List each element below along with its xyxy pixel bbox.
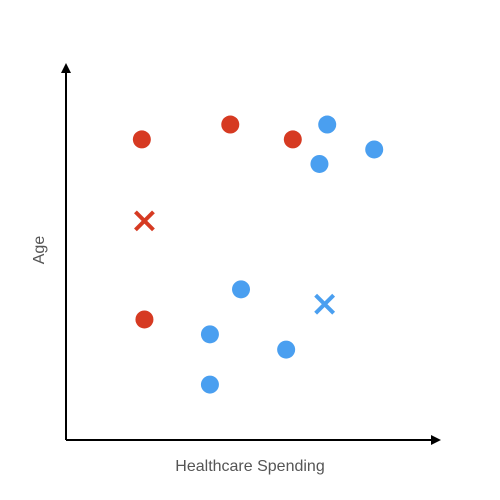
red-point-0: [133, 130, 151, 148]
red-x-marker-0: [135, 212, 153, 230]
y-axis-label: Age: [31, 236, 48, 265]
red-point-3: [135, 310, 153, 328]
blue-point-3: [232, 280, 250, 298]
red-point-1: [221, 116, 239, 134]
blue-point-4: [201, 325, 219, 343]
blue-point-1: [365, 140, 383, 158]
blue-point-5: [277, 341, 295, 359]
x-axis-label: Healthcare Spending: [175, 458, 324, 475]
red-point-2: [284, 130, 302, 148]
blue-x-marker-0: [316, 295, 334, 313]
blue-point-2: [310, 155, 328, 173]
blue-point-6: [201, 376, 219, 394]
data-points: [133, 116, 383, 394]
blue-point-0: [318, 116, 336, 134]
